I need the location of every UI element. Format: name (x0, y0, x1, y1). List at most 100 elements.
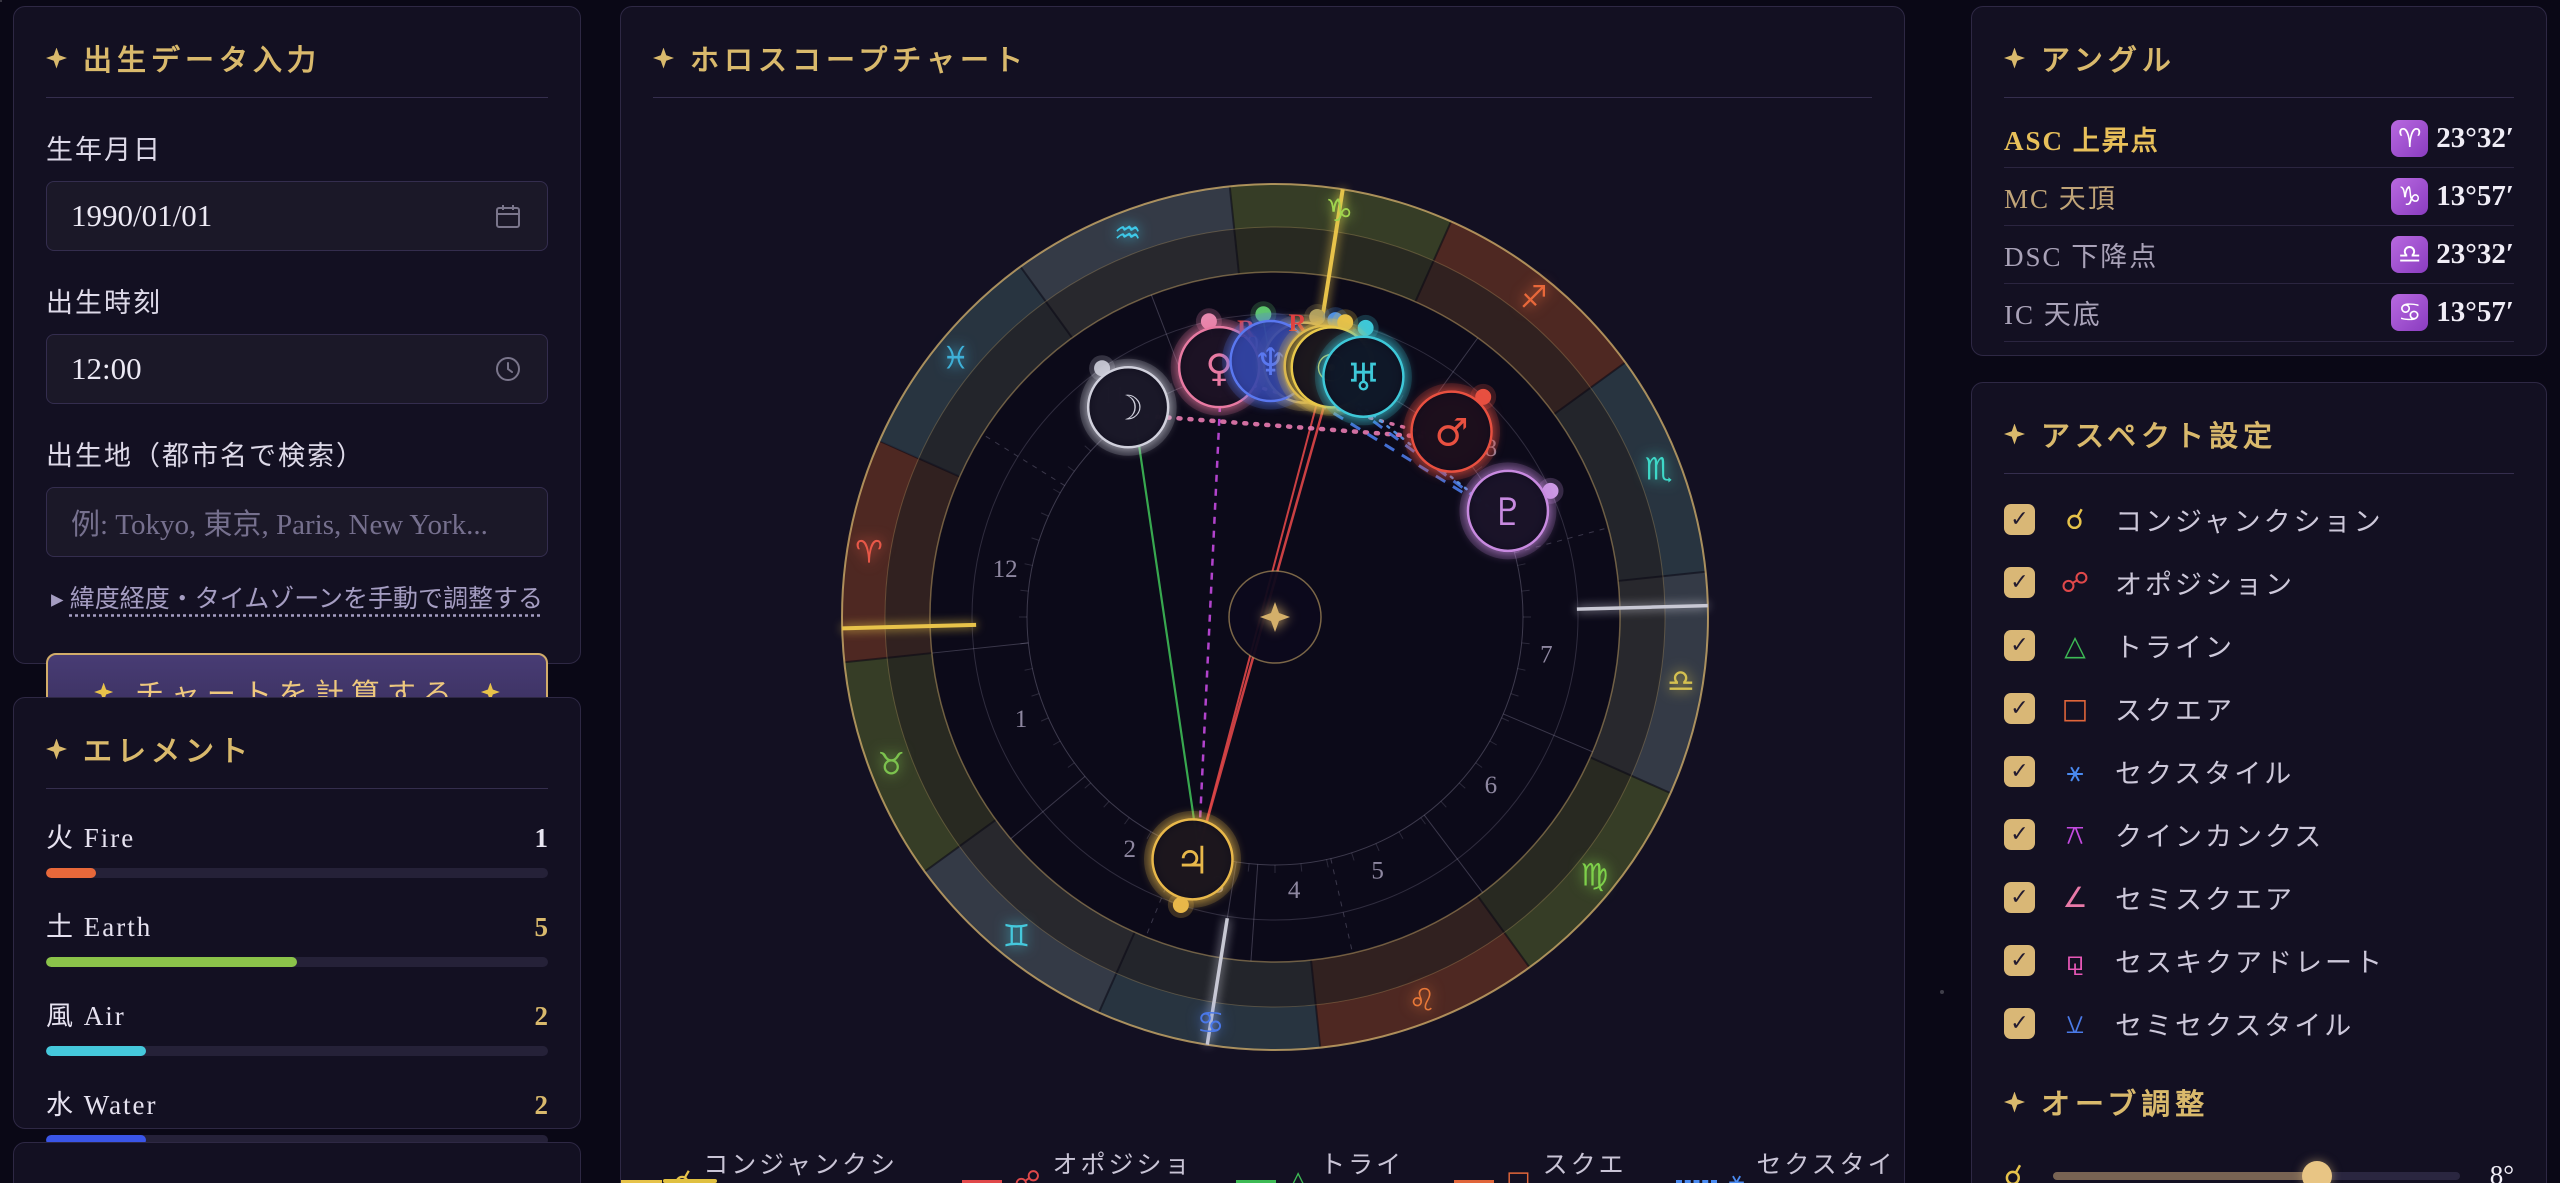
aspect-checkbox[interactable]: ✓ (2004, 504, 2035, 535)
aspect-label: クインカンクス (2115, 822, 2325, 852)
planet-pluto[interactable]: ♇ (1459, 462, 1557, 560)
aspect-toggle-row[interactable]: ✓ ⚹ セクスタイル (2004, 740, 2514, 803)
element-value: 5 (534, 912, 549, 942)
zodiac-glyph-capricorn: ♑ (1325, 193, 1353, 229)
aspects-panel-title: アスペクト設定 (2041, 421, 2277, 453)
orb-value: 8° (2489, 1160, 2514, 1183)
aspect-symbol-icon: □ (2061, 692, 2089, 725)
manual-adjust-link[interactable]: ▸ 緯度経度・タイムゾーンを手動で調整する (46, 579, 548, 615)
aspect-legend: ☌ コンジャンクション ☍ オポジション △ トライン □ スクエア ⚹ セクスタイル (621, 1145, 1904, 1183)
aspect-checkbox[interactable]: ✓ (2004, 693, 2035, 724)
house-cusp-line (1330, 858, 1354, 954)
zodiac-segment-scorpio (1554, 362, 1706, 582)
starfield (0, 0, 2, 2)
aspect-symbol-icon: □ (1506, 1166, 1531, 1183)
asc-axis-line (842, 622, 977, 631)
aspect-toggle-row[interactable]: ✓ ☌ コンジャンクション (2004, 488, 2514, 551)
aspect-symbol-icon: ⚹ (2066, 754, 2084, 788)
tick (1067, 762, 1075, 768)
house-number: 1 (1015, 706, 1028, 733)
divider (653, 97, 1872, 98)
panel-title: エレメント (46, 698, 548, 770)
zodiac-sign-badge: ♑ (2391, 178, 2429, 215)
birth-place-input[interactable]: 例: Tokyo, 東京, Paris, New York... (46, 487, 548, 557)
aspect-toggle-row[interactable]: ✓ ∠ セミスクエア (2004, 866, 2514, 929)
zodiac-glyph-scorpio: ♏ (1645, 452, 1673, 488)
orb-adjust-row: ☌ 8° (2004, 1159, 2514, 1183)
birth-time-input[interactable]: 12:00 (46, 334, 548, 404)
aspect-checkbox[interactable]: ✓ (2004, 819, 2035, 850)
tick (1517, 668, 1526, 671)
wheel-circle (929, 271, 1621, 963)
zodiac-segment-capricorn (1229, 184, 1453, 303)
aspect-symbol-icon: ☌ (673, 1166, 692, 1183)
element-label: 火 Fire (46, 823, 136, 853)
element-bar-track (46, 868, 548, 878)
aspect-checkbox[interactable]: ✓ (2004, 567, 2035, 598)
house-cusp-line (1503, 713, 1593, 753)
house-cusp-line (931, 642, 1029, 654)
aspect-checkbox[interactable]: ✓ (2004, 945, 2035, 976)
aspect-toggle-row[interactable]: ✓ △ トライン (2004, 614, 2514, 677)
aspect-checkbox[interactable]: ✓ (2004, 882, 2035, 913)
aspect-checkbox[interactable]: ✓ (2004, 1008, 2035, 1039)
planet-jupiter[interactable]: ♃ (1144, 810, 1241, 908)
zodiac-segment-aquarius (1020, 186, 1240, 338)
divider (46, 788, 548, 789)
tick (1440, 800, 1447, 808)
planet-mars[interactable]: ♂ (1403, 383, 1501, 481)
svg-text:♅: ♅ (1346, 356, 1380, 400)
aspect-label: セミスクエア (2115, 885, 2295, 915)
angle-degree-value: 13°57′ (2436, 180, 2514, 212)
birth-data-panel: 出生データ入力 生年月日 1990/01/01 出生時刻 12:00 出生地（都… (13, 6, 581, 731)
element-row: 風 Air 2 (46, 994, 548, 1056)
birth-date-input[interactable]: 1990/01/01 (46, 181, 548, 251)
zodiac-sign-badge: ♎ (2391, 236, 2429, 273)
svg-text:♂: ♂ (1435, 411, 1469, 455)
tick (1247, 863, 1250, 872)
planet-uranus[interactable]: ♅ (1314, 328, 1412, 426)
calendar-icon[interactable] (493, 201, 523, 231)
angles-panel-title: アングル (2041, 45, 2176, 77)
orb-slider-thumb[interactable] (2302, 1160, 2333, 1183)
retrograde-marker: R (1289, 310, 1308, 337)
tick (1501, 717, 1510, 722)
panel-title: 出生データ入力 (46, 7, 548, 79)
svg-text:♆: ♆ (1253, 340, 1287, 384)
legend-line-swatch (621, 1179, 662, 1183)
chart-panel-title: ホロスコープチャート (690, 45, 1028, 77)
house-cusp-line (1250, 864, 1259, 962)
planet-moon[interactable]: ☽ (1079, 358, 1177, 456)
tick (1510, 693, 1519, 697)
divider (46, 97, 548, 98)
aspect-toggle-row[interactable]: ✓ ⚻ クインカンクス (2004, 803, 2514, 866)
tick (1326, 859, 1329, 868)
element-bar-track (46, 1046, 548, 1056)
sparkle-icon (46, 47, 67, 69)
tick (1521, 589, 1530, 592)
aspect-checkbox[interactable]: ✓ (2004, 630, 2035, 661)
aspect-toggle-row[interactable]: ✓ □ スクエア (2004, 677, 2514, 740)
aspect-checkbox[interactable]: ✓ (2004, 756, 2035, 787)
element-bar-fill (46, 1046, 147, 1056)
aspect-toggle-row[interactable]: ✓ ⚼ セスキクアドレート (2004, 929, 2514, 992)
dsc-axis-line (1576, 603, 1708, 611)
aspect-toggle-row[interactable]: ✓ ☍ オポジション (2004, 551, 2514, 614)
angle-row: DSC 下降点 ♎ 23°32′ (2004, 226, 2514, 284)
aspect-toggle-row[interactable]: ✓ ⚺ セミセクスタイル (2004, 992, 2514, 1055)
orb-slider[interactable] (2052, 1160, 2460, 1183)
zodiac-segment-pisces (879, 266, 1074, 477)
legend-line-swatch (1676, 1179, 1717, 1183)
aspect-symbol-icon: ⚺ (2065, 1006, 2085, 1040)
zodiac-glyph-aquarius: ♒ (1114, 215, 1142, 251)
aspect-label: スクエア (2115, 696, 2235, 726)
clock-icon[interactable] (493, 354, 523, 384)
aspect-symbol-icon: ⚻ (2065, 817, 2085, 851)
tick (1024, 563, 1033, 566)
element-row: 土 Earth 5 (46, 905, 548, 967)
elements-panel: エレメント 火 Fire 1 土 Earth 5 風 Air 2 水 Water 2 (13, 697, 581, 1145)
birth-date-value: 1990/01/01 (71, 198, 213, 233)
tick (1084, 782, 1092, 789)
angle-degree-value: 23°32′ (2436, 122, 2514, 154)
sparkle-icon (2004, 423, 2025, 445)
